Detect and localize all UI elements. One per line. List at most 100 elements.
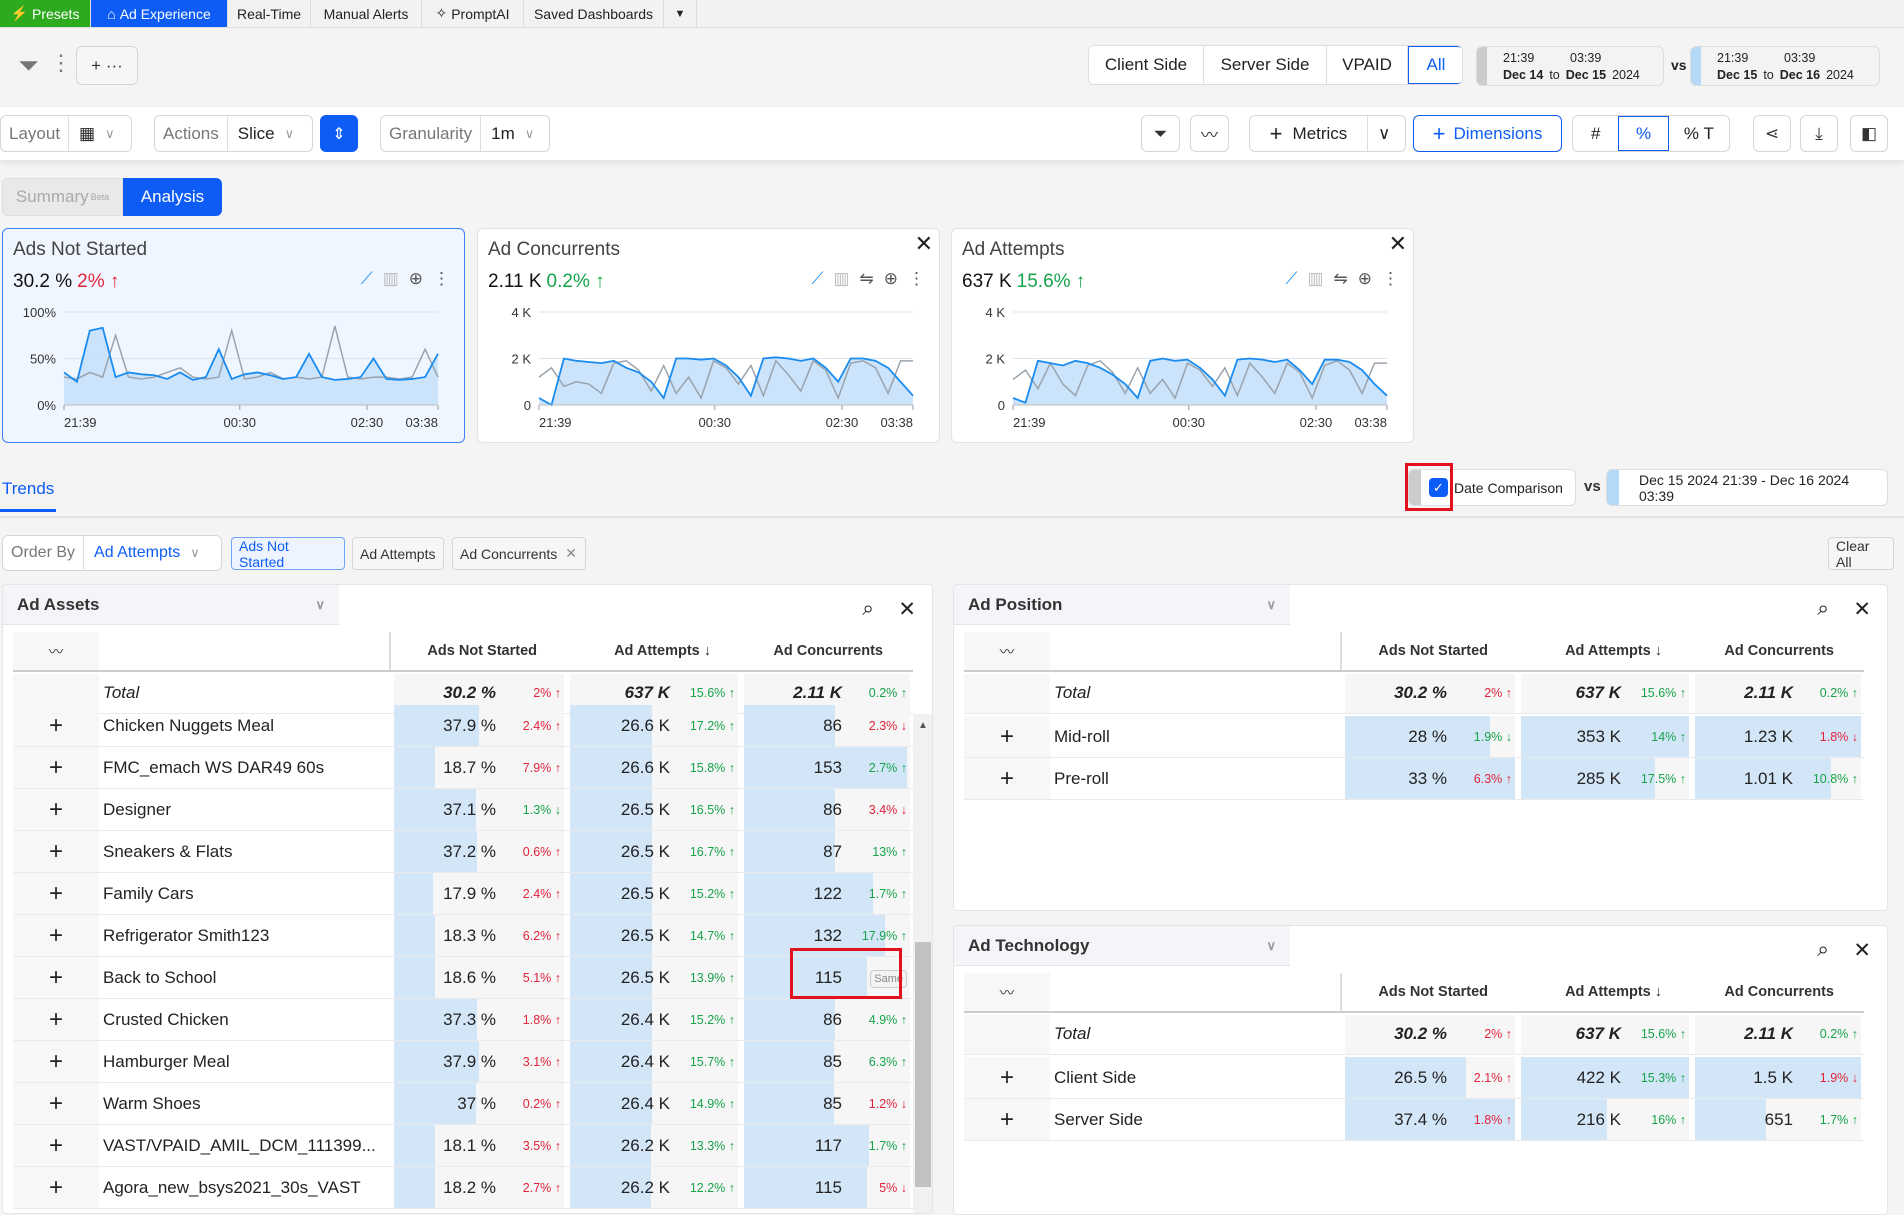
add-filter-icon-button[interactable]: ⏷ bbox=[1141, 115, 1180, 152]
zoom-icon[interactable]: ⊕ bbox=[1357, 269, 1372, 288]
expand-row-button[interactable]: + bbox=[13, 705, 99, 746]
granularity-select[interactable]: Granularity 1m ∨ bbox=[380, 115, 550, 152]
sparkline-toggle-icon[interactable]: 〰 bbox=[964, 973, 1050, 1011]
expand-row-button[interactable]: + bbox=[964, 1099, 1050, 1140]
expand-row-button[interactable]: + bbox=[13, 747, 99, 788]
nav-tab-manual-alerts[interactable]: Manual Alerts bbox=[311, 0, 422, 27]
search-icon[interactable]: ⌕ bbox=[1817, 938, 1829, 961]
metrics-chevron-icon[interactable]: ∨ bbox=[1378, 123, 1391, 143]
column-header[interactable]: Ad Concurrents bbox=[1724, 643, 1834, 659]
nav-tab-promptai[interactable]: ✧ PromptAI bbox=[422, 0, 524, 27]
split-button[interactable]: ⇕ bbox=[320, 115, 358, 152]
metrics-button[interactable]: + Metrics ∨ bbox=[1249, 115, 1406, 152]
dimension-select[interactable]: Ad Assets ∨ bbox=[3, 585, 339, 625]
nav-tab-saved-dashboards[interactable]: Saved Dashboards bbox=[524, 0, 664, 27]
column-header[interactable]: Ads Not Started bbox=[427, 643, 537, 659]
settings-toggle-button[interactable]: ◧ bbox=[1850, 115, 1888, 152]
zoom-icon[interactable]: ⊕ bbox=[408, 269, 423, 288]
expand-row-button[interactable]: + bbox=[964, 758, 1050, 799]
expand-row-button[interactable]: + bbox=[13, 1041, 99, 1082]
search-icon[interactable]: ⌕ bbox=[862, 597, 874, 620]
column-header[interactable]: Ad Attempts ↓ bbox=[1565, 984, 1662, 1000]
dimension-select[interactable]: Ad Technology ∨ bbox=[954, 926, 1290, 966]
more-vertical-icon[interactable]: ⋮ bbox=[908, 269, 925, 288]
close-icon[interactable]: ✕ bbox=[565, 545, 578, 561]
segment-all[interactable]: All bbox=[1408, 46, 1462, 84]
column-header[interactable]: Ad Concurrents bbox=[773, 643, 883, 659]
line-chart-icon[interactable]: ⟋ bbox=[360, 269, 373, 288]
add-filter-button[interactable]: + ··· bbox=[76, 46, 138, 85]
chip-ad-concurrents[interactable]: Ad Concurrents ✕ bbox=[452, 537, 586, 570]
metric-card[interactable]: Ads Not Started 30.2 % 2% ↑ ⟋ ▥ ⊕ ⋮ 0% 50% 100% 21… bbox=[2, 228, 465, 443]
current-date-range[interactable]: 21:39 03:39 Dec 15 to Dec 16 2024 bbox=[1690, 46, 1880, 86]
column-header[interactable]: Ad Attempts ↓ bbox=[1565, 643, 1662, 659]
close-card-button[interactable]: ✕ bbox=[1388, 231, 1407, 256]
expand-row-button[interactable]: + bbox=[13, 1083, 99, 1124]
line-chart-icon[interactable]: ⟋ bbox=[1285, 269, 1298, 288]
segment-vpaid[interactable]: VPAID bbox=[1327, 46, 1408, 84]
format-percent-total[interactable]: % T bbox=[1683, 123, 1714, 143]
tab-trends[interactable]: Trends bbox=[0, 479, 57, 512]
dimension-select[interactable]: Ad Position ∨ bbox=[954, 585, 1290, 625]
expand-row-button[interactable]: + bbox=[13, 957, 99, 998]
scrollbar-thumb[interactable] bbox=[915, 942, 931, 1187]
sparkline-toggle-icon[interactable]: 〰 bbox=[13, 632, 99, 670]
compare-date-range[interactable]: 21:39 03:39 Dec 14 to Dec 15 2024 bbox=[1476, 46, 1664, 86]
more-vertical-icon[interactable]: ⋮ bbox=[433, 269, 450, 288]
layout-select[interactable]: Layout ▦ ∨ bbox=[0, 115, 132, 152]
scroll-up-arrow[interactable]: ▲ bbox=[918, 720, 928, 731]
add-chart-button[interactable]: 〰 bbox=[1190, 115, 1229, 152]
expand-row-button[interactable]: + bbox=[13, 915, 99, 956]
nav-tab-ad-experience[interactable]: ⌂ Ad Experience bbox=[91, 0, 228, 27]
close-card-button[interactable]: ✕ bbox=[914, 231, 933, 256]
date-comparison-checkbox[interactable]: ✓ bbox=[1429, 478, 1448, 497]
comparison-range[interactable]: Dec 15 2024 21:39 - Dec 16 2024 03:39 bbox=[1606, 469, 1888, 506]
actions-select[interactable]: Actions Slice ∨ bbox=[154, 115, 313, 152]
nav-tab-real-time[interactable]: Real-Time bbox=[228, 0, 311, 27]
column-header[interactable]: Ads Not Started bbox=[1378, 643, 1488, 659]
close-icon[interactable]: ✕ bbox=[1853, 598, 1871, 621]
nav-tab-presets[interactable]: ⚡ Presets bbox=[0, 0, 91, 27]
chip-ad-attempts[interactable]: Ad Attempts bbox=[352, 537, 444, 570]
more-vertical-icon[interactable]: ⋮ bbox=[1382, 269, 1399, 288]
download-button[interactable]: ⤓ bbox=[1800, 115, 1838, 152]
expand-row-button[interactable]: + bbox=[13, 999, 99, 1040]
date-comparison-toggle[interactable]: ✓ Date Comparison bbox=[1408, 469, 1576, 506]
chip-ads-not-started[interactable]: Ads Not Started bbox=[231, 537, 345, 570]
line-chart-icon[interactable]: ⟋ bbox=[811, 269, 824, 288]
column-header[interactable]: Ad Attempts ↓ bbox=[614, 643, 711, 659]
swap-icon[interactable]: ⇋ bbox=[1333, 269, 1348, 288]
tab-summary[interactable]: Summary Beta bbox=[2, 178, 123, 216]
more-vertical-icon[interactable]: ⋮ bbox=[50, 50, 72, 75]
nav-more-dropdown[interactable]: ▼ bbox=[664, 0, 697, 27]
search-icon[interactable]: ⌕ bbox=[1817, 597, 1829, 620]
clear-all-button[interactable]: Clear All bbox=[1828, 537, 1894, 570]
bar-chart-icon[interactable]: ▥ bbox=[1307, 269, 1324, 288]
segment-client-side[interactable]: Client Side bbox=[1089, 46, 1204, 84]
swap-icon[interactable]: ⇋ bbox=[859, 269, 874, 288]
share-button[interactable]: ⋖ bbox=[1753, 115, 1791, 152]
segment-server-side[interactable]: Server Side bbox=[1204, 46, 1327, 84]
expand-row-button[interactable]: + bbox=[13, 831, 99, 872]
close-icon[interactable]: ✕ bbox=[1853, 939, 1871, 962]
tab-analysis[interactable]: Analysis bbox=[123, 178, 222, 216]
expand-row-button[interactable]: + bbox=[13, 1167, 99, 1208]
format-percent[interactable]: % bbox=[1618, 116, 1669, 151]
bar-chart-icon[interactable]: ▥ bbox=[833, 269, 850, 288]
bar-chart-icon[interactable]: ▥ bbox=[382, 269, 399, 288]
zoom-icon[interactable]: ⊕ bbox=[883, 269, 898, 288]
filter-icon[interactable]: ⏷ bbox=[18, 50, 39, 80]
expand-row-button[interactable]: + bbox=[13, 789, 99, 830]
column-header[interactable]: Ad Concurrents bbox=[1724, 984, 1834, 1000]
expand-row-button[interactable]: + bbox=[964, 1057, 1050, 1098]
expand-row-button[interactable]: + bbox=[13, 873, 99, 914]
scrollbar[interactable]: ▲ bbox=[913, 714, 932, 1213]
format-count[interactable]: # bbox=[1590, 123, 1601, 143]
column-header[interactable]: Ads Not Started bbox=[1378, 984, 1488, 1000]
dimensions-button[interactable]: + Dimensions bbox=[1413, 115, 1562, 152]
expand-row-button[interactable]: + bbox=[964, 716, 1050, 757]
sparkline-toggle-icon[interactable]: 〰 bbox=[964, 632, 1050, 670]
metric-card[interactable]: Ad Concurrents 2.11 K 0.2% ↑ ✕ ⟋ ▥ ⇋ ⊕ ⋮ 0 2 K 4 K 2… bbox=[477, 228, 940, 443]
metric-card[interactable]: Ad Attempts 637 K 15.6% ↑ ✕ ⟋ ▥ ⇋ ⊕ ⋮ 0 2 K 4 K 21:3… bbox=[951, 228, 1414, 443]
close-icon[interactable]: ✕ bbox=[898, 598, 916, 621]
